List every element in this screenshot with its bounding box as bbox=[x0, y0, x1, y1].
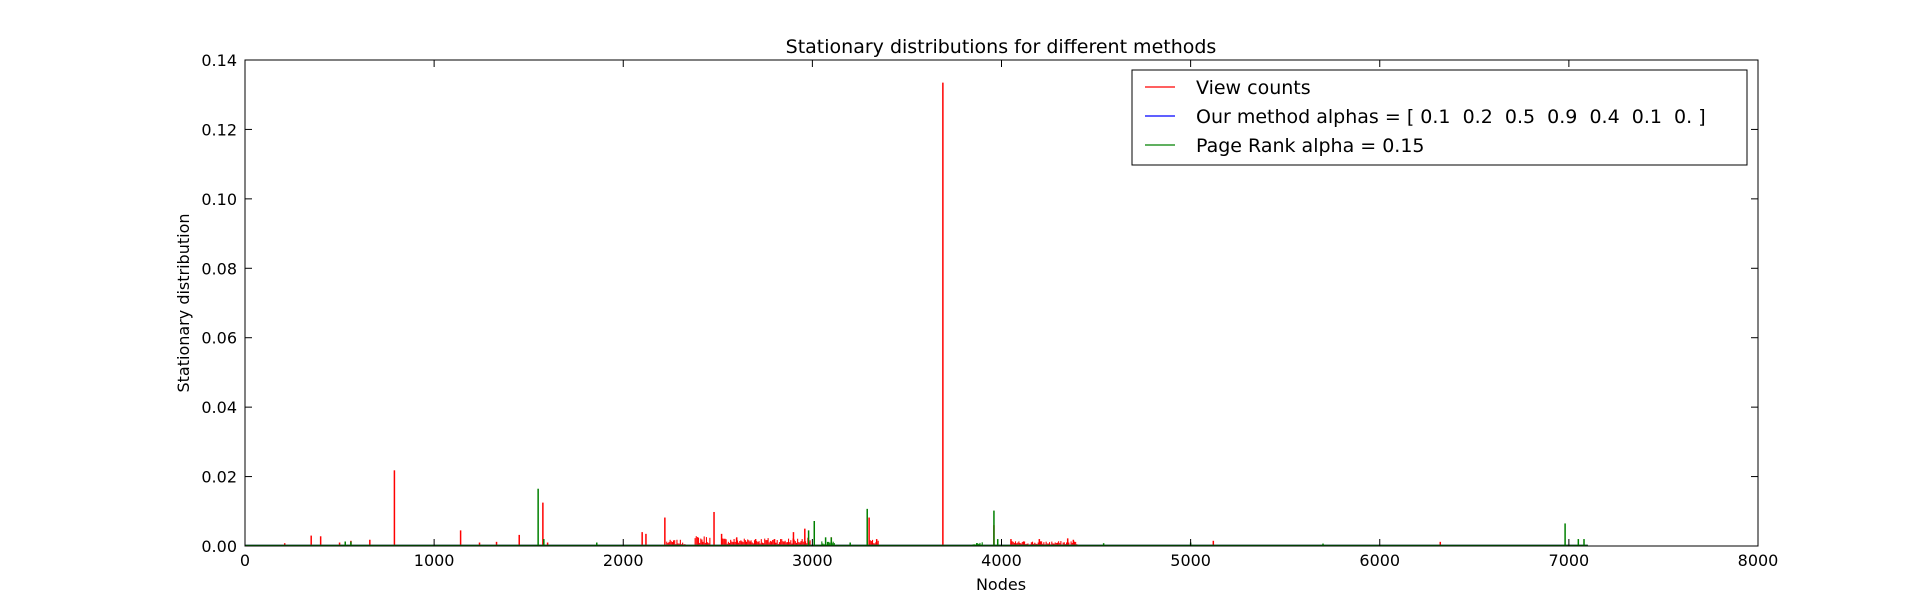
y-tick-labels: 0.00 0.02 0.04 0.06 0.08 0.10 0.12 0.14 bbox=[201, 51, 237, 556]
legend-label-our-method: Our method alphas = [ 0.1 0.2 0.5 0.9 0.… bbox=[1196, 106, 1706, 128]
x-tick-label-4: 4000 bbox=[981, 551, 1022, 570]
x-tick-label-0: 0 bbox=[240, 551, 250, 570]
legend-label-page-rank: Page Rank alpha = 0.15 bbox=[1196, 135, 1425, 157]
x-axis-label: Nodes bbox=[976, 575, 1026, 594]
y-tick-label-1: 0.02 bbox=[201, 468, 237, 487]
x-tick-label-8: 8000 bbox=[1738, 551, 1779, 570]
y-axis-label: Stationary distribution bbox=[174, 214, 193, 393]
axis-ticks bbox=[244, 59, 1759, 547]
x-tick-label-3: 3000 bbox=[792, 551, 833, 570]
legend-box bbox=[1131, 69, 1748, 166]
x-tick-label-2: 2000 bbox=[603, 551, 644, 570]
y-tick-label-0: 0.00 bbox=[201, 537, 237, 556]
y-tick-label-2: 0.04 bbox=[201, 398, 237, 417]
x-tick-labels: 0 1000 2000 3000 4000 5000 6000 7000 8000 bbox=[240, 551, 1778, 570]
chart-title: Stationary distributions for different m… bbox=[786, 36, 1217, 58]
x-tick-label-5: 5000 bbox=[1170, 551, 1211, 570]
x-tick-label-7: 7000 bbox=[1549, 551, 1590, 570]
x-tick-label-1: 1000 bbox=[414, 551, 455, 570]
legend-label-view-counts: View counts bbox=[1196, 77, 1311, 99]
y-tick-label-5: 0.10 bbox=[201, 190, 237, 209]
y-tick-label-3: 0.06 bbox=[201, 329, 237, 348]
x-tick-label-6: 6000 bbox=[1359, 551, 1400, 570]
legend: View counts Our method alphas = [ 0.1 0.… bbox=[1131, 69, 1748, 166]
y-tick-label-4: 0.08 bbox=[201, 259, 237, 278]
y-tick-label-6: 0.12 bbox=[201, 120, 237, 139]
y-tick-label-7: 0.14 bbox=[201, 51, 237, 70]
